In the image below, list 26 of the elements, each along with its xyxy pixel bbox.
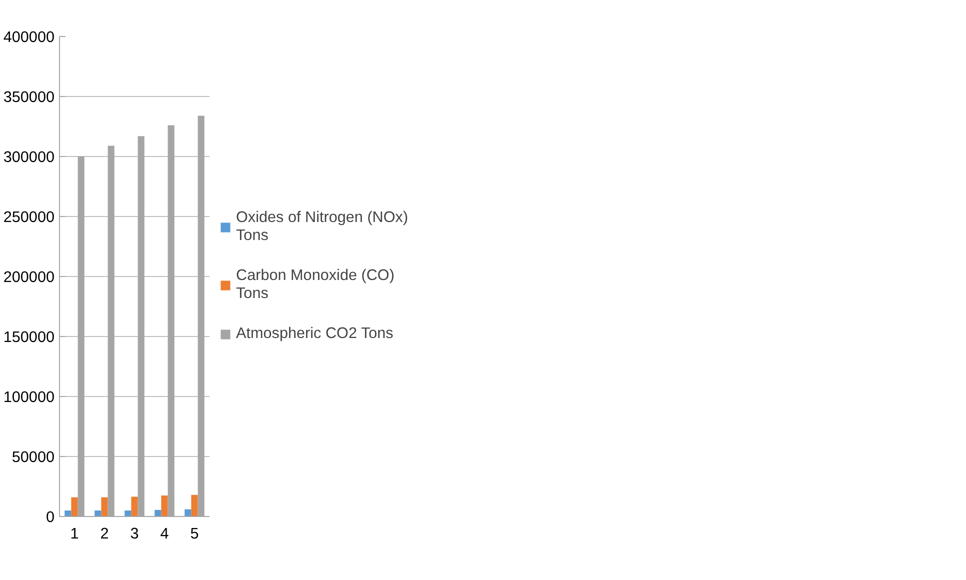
y-tick-label: 50000 [12,449,54,466]
y-tick-label: 400000 [3,29,55,46]
y-tick-label: 200000 [3,269,55,286]
y-tick-label: 300000 [3,149,55,166]
y-tick-label: 100000 [3,389,55,406]
bar [64,510,72,516]
legend-label: Oxides of Nitrogen (NOx) Tons [236,209,410,245]
bar [124,510,132,516]
x-tick-label: 5 [190,526,199,542]
bar [161,496,168,516]
x-tick-label: 4 [160,526,170,542]
bar [94,510,102,516]
y-tick-label: 350000 [3,89,55,106]
bar [101,497,108,516]
x-tick-label: 1 [70,526,79,542]
y-tick-label: 0 [46,509,55,526]
bar [131,496,138,516]
legend-label: Carbon Monoxide (CO) Tons [236,267,396,303]
y-tick-label: 150000 [3,329,55,346]
y-tick-label: 250000 [3,209,55,226]
bar [154,510,162,516]
x-tick-label: 3 [130,526,139,542]
legend-label: Atmospheric CO2 Tons [236,325,394,343]
bar [191,494,198,516]
bar [71,497,78,516]
x-tick-label: 2 [100,526,109,542]
